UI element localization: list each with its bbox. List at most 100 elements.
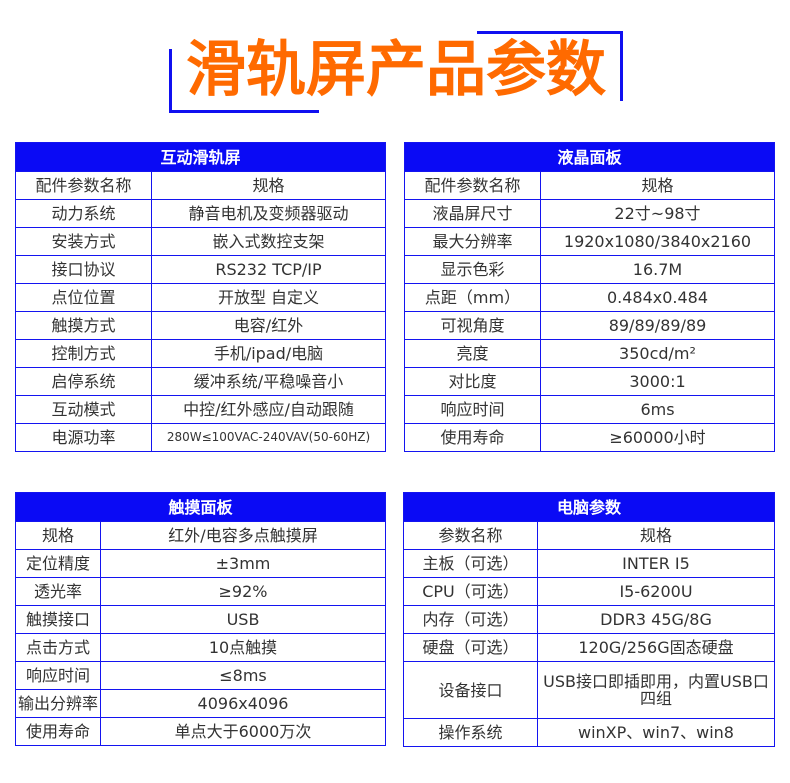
param-name: 操作系统 <box>403 718 538 747</box>
param-name: 亮度 <box>404 339 541 368</box>
table-row: CPU（可选） I5-6200U <box>403 577 775 606</box>
param-value: 嵌入式数控支架 <box>151 227 386 256</box>
param-name: 互动模式 <box>15 395 152 424</box>
param-value: 4096x4096 <box>100 689 386 718</box>
param-value: 22寸~98寸 <box>540 199 775 228</box>
param-value: USB <box>100 605 386 634</box>
table-row: 点位位置 开放型 自定义 <box>15 283 386 312</box>
param-value: 缓冲系统/平稳噪音小 <box>151 367 386 396</box>
param-value: 10点触摸 <box>100 633 386 662</box>
param-name: 设备接口 <box>403 661 538 719</box>
param-name: 内存（可选） <box>403 605 538 634</box>
table-computer-params: 电脑参数 参数名称 规格 主板（可选） INTER I5 CPU（可选） I5-6200U 内… <box>403 492 775 747</box>
table-row: 内存（可选） DDR3 45G/8G <box>403 605 775 634</box>
param-value: ≥60000小时 <box>540 423 775 452</box>
param-name: 控制方式 <box>15 339 152 368</box>
title-bracket-left-vertical <box>169 49 172 113</box>
table-row: 使用寿命 单点大于6000万次 <box>15 717 386 746</box>
param-name: 安装方式 <box>15 227 152 256</box>
table-row: 点距（mm） 0.484x0.484 <box>404 283 775 312</box>
table-row: 显示色彩 16.7M <box>404 255 775 284</box>
table-row: 最大分辨率 1920x1080/3840x2160 <box>404 227 775 256</box>
param-name: 触摸接口 <box>15 605 101 634</box>
param-value: 规格 <box>540 171 775 200</box>
param-value: 120G/256G固态硬盘 <box>537 633 775 662</box>
table-row: 启停系统 缓冲系统/平稳噪音小 <box>15 367 386 396</box>
table-row: 对比度 3000:1 <box>404 367 775 396</box>
table-row: 点击方式 10点触摸 <box>15 633 386 662</box>
param-name: 响应时间 <box>404 395 541 424</box>
param-value: 280W≤100VAC-240VAV(50-60HZ) <box>151 423 386 452</box>
table-row: 亮度 350cd/m² <box>404 339 775 368</box>
param-value: 静音电机及变频器驱动 <box>151 199 386 228</box>
table-row: 可视角度 89/89/89/89 <box>404 311 775 340</box>
table-row: 操作系统 winXP、win7、win8 <box>403 718 775 747</box>
param-value: winXP、win7、win8 <box>537 718 775 747</box>
table-lcd-panel: 液晶面板 配件参数名称 规格 液晶屏尺寸 22寸~98寸 最大分辨率 1920x1080/3… <box>404 142 775 452</box>
param-value: ≥92% <box>100 577 386 606</box>
param-name: 输出分辨率 <box>15 689 101 718</box>
table-slide-screen: 互动滑轨屏 配件参数名称 规格 动力系统 静音电机及变频器驱动 安装方式 嵌入式数控支架 接口… <box>15 142 386 452</box>
param-name: 接口协议 <box>15 255 152 284</box>
param-value: 电容/红外 <box>151 311 386 340</box>
table-row: 定位精度 ±3mm <box>15 549 386 578</box>
table-row: 液晶屏尺寸 22寸~98寸 <box>404 199 775 228</box>
param-name: 电源功率 <box>15 423 152 452</box>
param-name: 透光率 <box>15 577 101 606</box>
param-value: 单点大于6000万次 <box>100 717 386 746</box>
table-row: 设备接口 USB接口即插即用，内置USB口四组 <box>403 661 775 719</box>
param-value: 3000:1 <box>540 367 775 396</box>
table-header: 液晶面板 <box>404 142 775 172</box>
table-row: 触摸接口 USB <box>15 605 386 634</box>
param-value: 6ms <box>540 395 775 424</box>
param-name: 响应时间 <box>15 661 101 690</box>
title-bracket-left-horizontal <box>169 110 319 113</box>
param-name: 规格 <box>15 521 101 550</box>
table-row: 规格 红外/电容多点触摸屏 <box>15 521 386 550</box>
param-value: INTER I5 <box>537 549 775 578</box>
title-bracket-right-vertical <box>620 31 623 101</box>
param-name: 使用寿命 <box>404 423 541 452</box>
param-name: 点距（mm） <box>404 283 541 312</box>
table-header: 电脑参数 <box>403 492 775 522</box>
param-name: 动力系统 <box>15 199 152 228</box>
table-row: 透光率 ≥92% <box>15 577 386 606</box>
param-name: 配件参数名称 <box>404 171 541 200</box>
title-bracket-right-horizontal <box>477 31 623 34</box>
param-name: 对比度 <box>404 367 541 396</box>
param-value: 350cd/m² <box>540 339 775 368</box>
table-row: 安装方式 嵌入式数控支架 <box>15 227 386 256</box>
param-name: 显示色彩 <box>404 255 541 284</box>
table-row: 使用寿命 ≥60000小时 <box>404 423 775 452</box>
param-name: 触摸方式 <box>15 311 152 340</box>
param-value: 16.7M <box>540 255 775 284</box>
param-name: 液晶屏尺寸 <box>404 199 541 228</box>
param-name: 最大分辨率 <box>404 227 541 256</box>
param-name: 配件参数名称 <box>15 171 152 200</box>
table-row: 电源功率 280W≤100VAC-240VAV(50-60HZ) <box>15 423 386 452</box>
table-row: 响应时间 6ms <box>404 395 775 424</box>
table-header: 互动滑轨屏 <box>15 142 386 172</box>
param-value: 规格 <box>151 171 386 200</box>
param-value: 1920x1080/3840x2160 <box>540 227 775 256</box>
param-value: 89/89/89/89 <box>540 311 775 340</box>
table-row: 配件参数名称 规格 <box>404 171 775 200</box>
table-touch-panel: 触摸面板 规格 红外/电容多点触摸屏 定位精度 ±3mm 透光率 ≥92% 触摸接口 USB 点击… <box>15 492 386 746</box>
param-value: 手机/ipad/电脑 <box>151 339 386 368</box>
param-name: 使用寿命 <box>15 717 101 746</box>
table-row: 参数名称 规格 <box>403 521 775 550</box>
param-value: ≤8ms <box>100 661 386 690</box>
param-name: 可视角度 <box>404 311 541 340</box>
param-value: 0.484x0.484 <box>540 283 775 312</box>
param-name: 主板（可选） <box>403 549 538 578</box>
param-name: 启停系统 <box>15 367 152 396</box>
param-name: 参数名称 <box>403 521 538 550</box>
table-row: 接口协议 RS232 TCP/IP <box>15 255 386 284</box>
param-name: CPU（可选） <box>403 577 538 606</box>
param-name: 点击方式 <box>15 633 101 662</box>
table-header: 触摸面板 <box>15 492 386 522</box>
param-value: RS232 TCP/IP <box>151 255 386 284</box>
table-row: 输出分辨率 4096x4096 <box>15 689 386 718</box>
table-row: 触摸方式 电容/红外 <box>15 311 386 340</box>
param-value: DDR3 45G/8G <box>537 605 775 634</box>
